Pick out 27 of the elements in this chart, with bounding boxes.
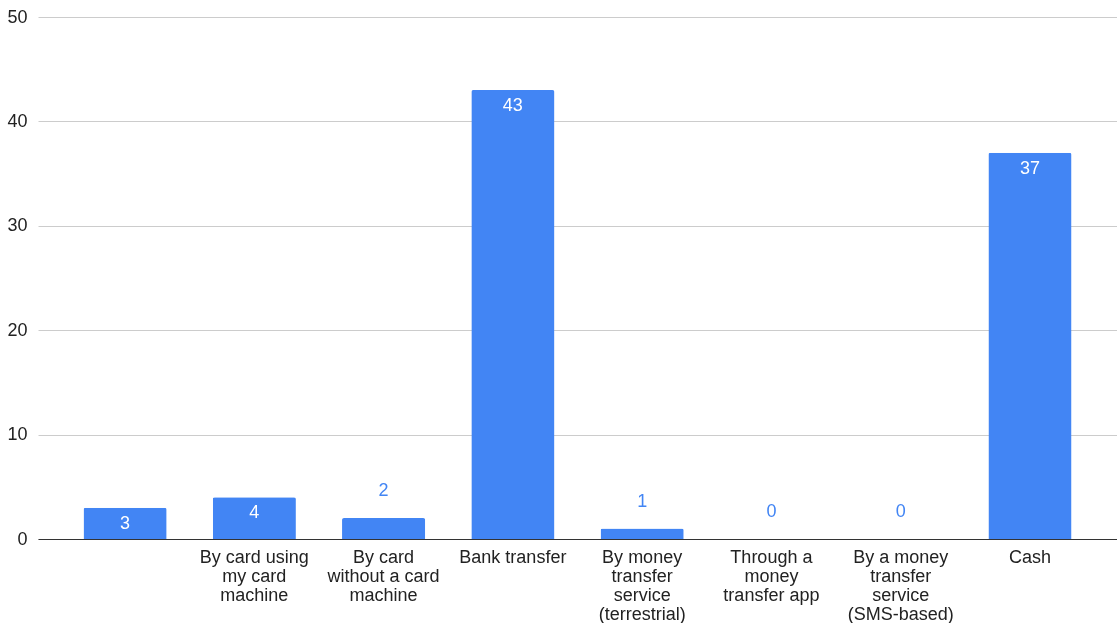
bar bbox=[600, 528, 684, 539]
data-label: 1 bbox=[637, 490, 648, 511]
y-tick-label: 50 bbox=[7, 6, 28, 27]
data-label: 37 bbox=[1019, 157, 1040, 178]
data-label: 0 bbox=[766, 501, 777, 521]
bar bbox=[212, 497, 296, 539]
bar bbox=[988, 152, 1072, 539]
x-tick-label: By money transfer service (terrestrial) bbox=[598, 546, 686, 623]
x-tick-label: Bank transfer bbox=[459, 546, 567, 567]
bar bbox=[342, 518, 426, 539]
x-tick-label: Cash bbox=[1008, 546, 1051, 567]
bar bbox=[83, 507, 167, 539]
x-tick-label: By card using my card machine bbox=[199, 546, 309, 605]
x-tick-label: By a money transfer service (SMS-based) bbox=[847, 546, 954, 623]
y-tick-label: 10 bbox=[7, 424, 28, 445]
x-tick-label: By card without a card machine bbox=[326, 546, 440, 605]
data-label: 3 bbox=[120, 512, 131, 533]
x-tick-label: Through a money transfer app bbox=[723, 546, 820, 605]
y-tick-label: 40 bbox=[7, 110, 28, 131]
y-tick-label: 0 bbox=[17, 528, 28, 549]
y-tick-label: 30 bbox=[7, 215, 28, 236]
data-label: 2 bbox=[378, 480, 389, 501]
bar bbox=[471, 90, 555, 539]
y-tick-label: 20 bbox=[7, 319, 28, 340]
data-label: 43 bbox=[502, 95, 523, 116]
data-label: 0 bbox=[895, 501, 906, 521]
data-label: 4 bbox=[249, 502, 260, 523]
